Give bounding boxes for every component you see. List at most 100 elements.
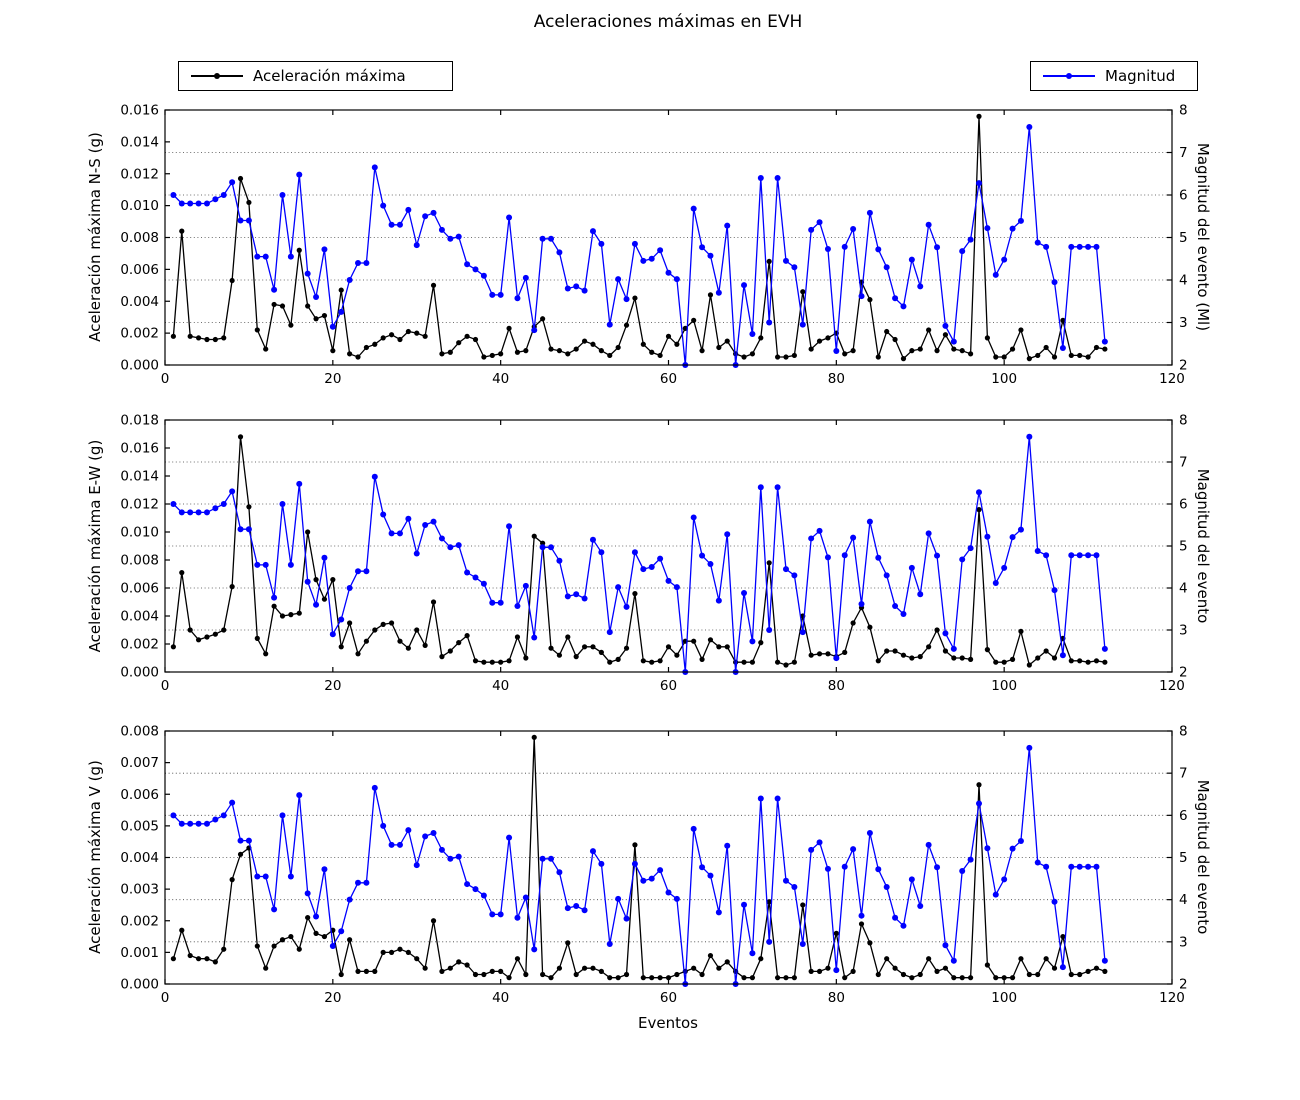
- data-point: [1001, 659, 1007, 665]
- data-point: [178, 820, 185, 827]
- data-point: [783, 354, 789, 360]
- x-tick-label: 80: [828, 371, 845, 387]
- data-point: [279, 613, 286, 619]
- data-point: [237, 217, 244, 224]
- y-tick-label-left: 0.010: [120, 198, 159, 214]
- data-point: [1035, 655, 1041, 661]
- data-point: [665, 644, 672, 650]
- data-point: [481, 354, 487, 360]
- data-point: [1026, 433, 1033, 440]
- data-point: [405, 515, 412, 522]
- y-tick-label-left: 0.004: [120, 850, 159, 866]
- data-point: [1034, 859, 1041, 866]
- x-tick-label: 60: [660, 990, 677, 1006]
- data-point: [481, 659, 487, 665]
- data-point: [472, 266, 479, 273]
- data-point: [229, 584, 235, 590]
- data-point: [858, 600, 865, 607]
- data-point: [531, 946, 538, 953]
- data-point: [405, 827, 412, 834]
- data-point: [892, 336, 898, 343]
- data-point: [430, 830, 437, 837]
- data-point: [665, 269, 672, 276]
- data-point: [565, 940, 571, 946]
- data-point: [674, 341, 680, 347]
- data-point: [581, 338, 588, 344]
- data-point: [959, 867, 966, 874]
- data-point: [757, 175, 764, 181]
- data-point: [1076, 863, 1083, 870]
- x-tick-label: 60: [660, 371, 677, 387]
- data-point: [170, 644, 176, 650]
- data-point: [774, 175, 781, 181]
- data-point: [741, 659, 747, 665]
- y-tick-label-right: 3: [1179, 623, 1188, 639]
- data-point: [514, 603, 521, 610]
- data-point: [623, 645, 630, 651]
- data-point: [808, 968, 814, 974]
- data-point: [925, 221, 932, 228]
- data-point: [816, 839, 823, 846]
- data-point: [1051, 965, 1058, 971]
- data-point: [665, 333, 672, 339]
- data-point: [371, 164, 378, 171]
- data-point: [388, 841, 395, 848]
- data-point: [757, 484, 764, 491]
- data-point: [1085, 659, 1091, 665]
- data-point: [573, 654, 579, 660]
- data-point: [674, 971, 680, 978]
- data-point: [691, 965, 697, 971]
- data-point: [329, 631, 336, 638]
- data-point: [598, 860, 605, 867]
- data-point: [313, 930, 319, 937]
- data-point: [1001, 975, 1007, 981]
- data-point: [539, 855, 546, 862]
- data-point: [195, 200, 202, 207]
- data-point: [564, 593, 571, 600]
- data-point: [540, 971, 546, 978]
- data-point: [414, 627, 420, 633]
- data-point: [237, 851, 244, 857]
- data-point: [934, 864, 941, 871]
- data-point: [1026, 124, 1033, 130]
- data-point: [422, 213, 429, 220]
- data-point: [548, 645, 554, 651]
- data-point: [699, 244, 706, 251]
- data-point: [396, 841, 403, 848]
- y-tick-label-left: 0.007: [120, 755, 159, 771]
- data-point: [338, 644, 344, 650]
- y-tick-label-left: 0.003: [120, 882, 159, 898]
- data-point: [489, 968, 495, 974]
- x-tick-label: 100: [991, 990, 1017, 1006]
- data-point: [1018, 327, 1024, 333]
- data-point: [615, 584, 622, 591]
- data-point: [774, 795, 781, 802]
- data-point: [749, 975, 756, 981]
- data-point: [699, 971, 705, 978]
- data-point: [649, 975, 655, 981]
- data-point: [816, 527, 823, 534]
- data-point: [808, 846, 815, 853]
- data-point: [581, 907, 588, 914]
- x-tick-label: 100: [991, 678, 1017, 694]
- y-tick-label-left: 0.012: [120, 166, 159, 182]
- data-point: [749, 659, 756, 665]
- data-point: [917, 591, 924, 598]
- data-point: [540, 540, 546, 546]
- data-point: [1001, 256, 1008, 263]
- data-point: [380, 511, 387, 518]
- data-point: [925, 841, 932, 848]
- data-point: [581, 595, 588, 602]
- x-tick-label: 0: [161, 371, 170, 387]
- data-point: [204, 336, 210, 343]
- data-point: [925, 530, 932, 537]
- data-point: [372, 627, 378, 633]
- data-point: [782, 877, 789, 884]
- data-point: [497, 291, 504, 298]
- data-point: [791, 264, 798, 271]
- data-point: [288, 933, 294, 940]
- data-point: [254, 327, 260, 333]
- data-point: [497, 599, 504, 606]
- data-point: [321, 312, 328, 319]
- data-point: [757, 795, 764, 802]
